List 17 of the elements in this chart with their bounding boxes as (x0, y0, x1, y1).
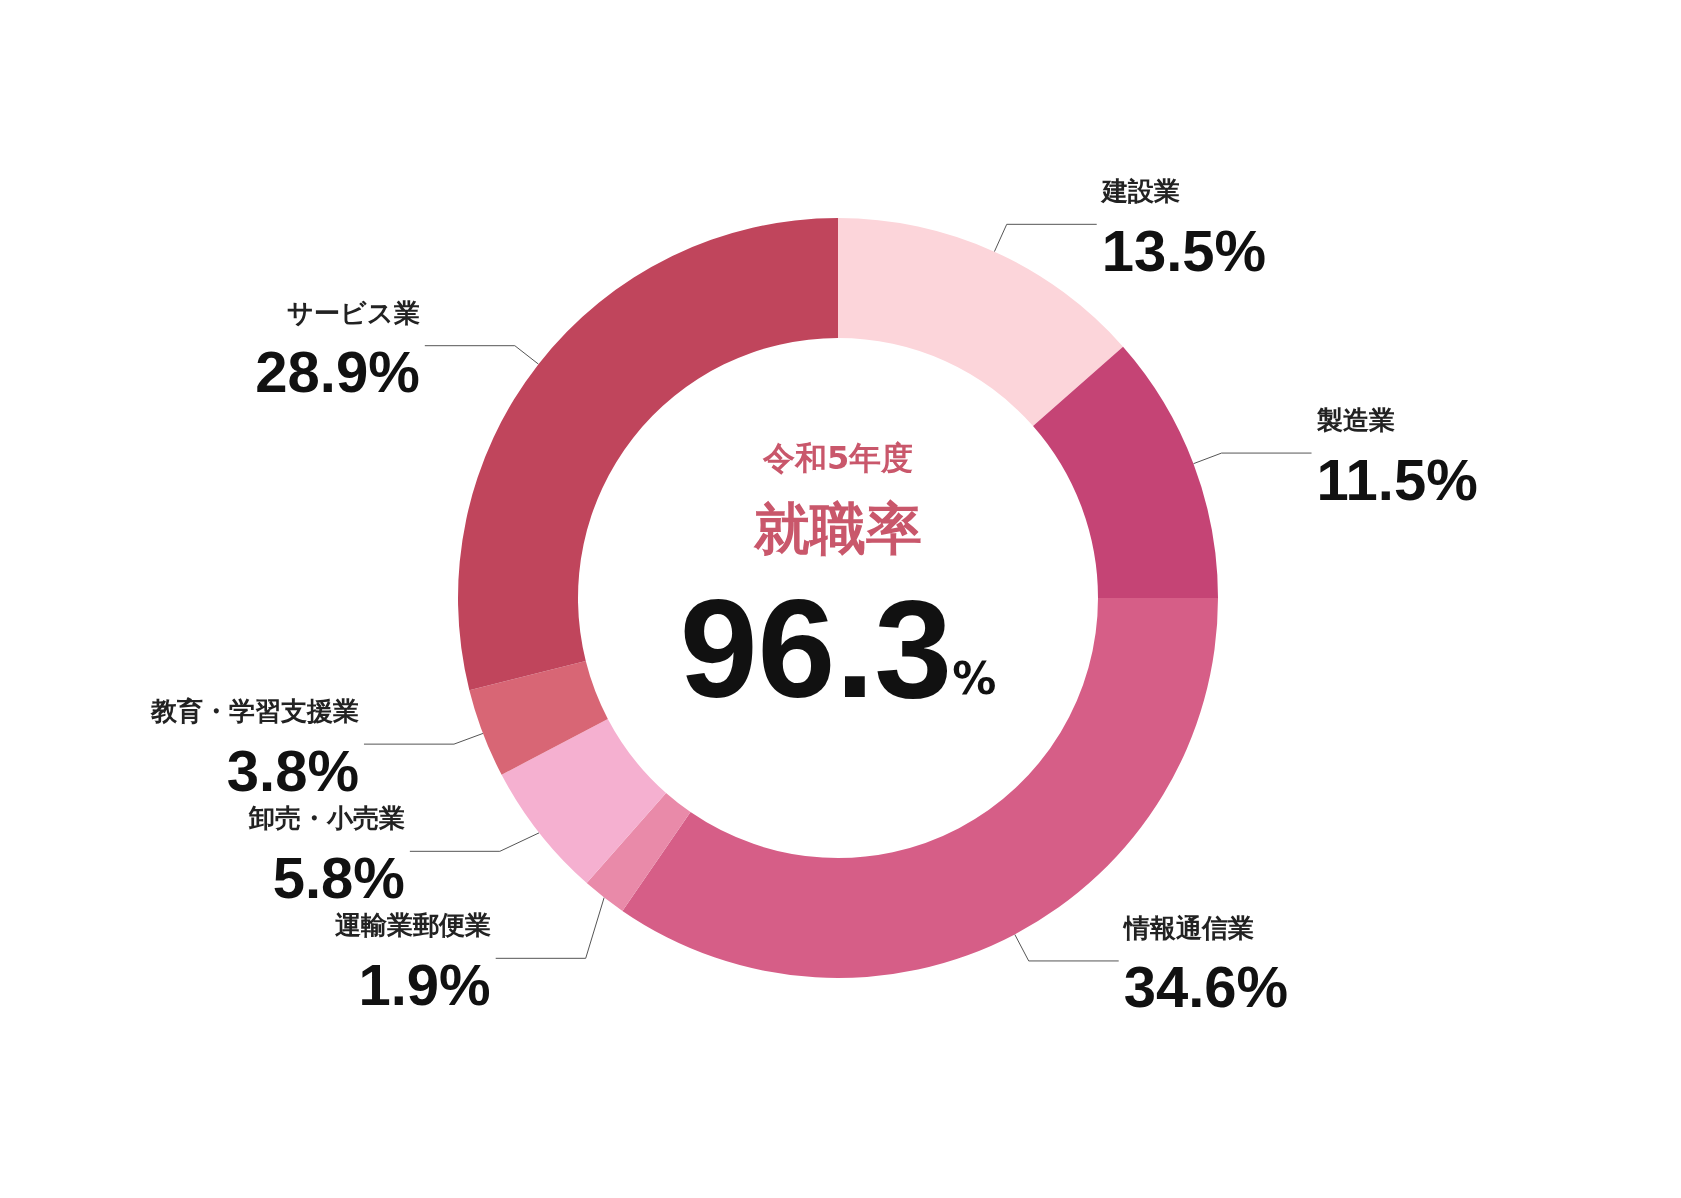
data-label: 5.8% (272, 844, 405, 910)
data-label: 3.8% (226, 737, 359, 803)
slice-label: 建設業 (1099, 176, 1180, 207)
slice-label: 卸売・小売業 (247, 803, 405, 834)
data-label: 34.6% (1123, 954, 1289, 1020)
data-label: 11.5% (1316, 446, 1478, 512)
slice-label: サービス業 (286, 297, 420, 328)
text: 就職率 (753, 495, 922, 561)
text: 96.3% (679, 569, 997, 727)
slice-label: 情報通信業 (1121, 912, 1254, 943)
text: 令和5年度 (761, 439, 914, 477)
slice-label: 製造業 (1315, 405, 1395, 436)
data-label: 1.9% (358, 951, 491, 1017)
slice-label: 運輸業郵便業 (334, 910, 491, 941)
data-label: 28.9% (255, 339, 420, 405)
slice-label: 教育・学習支援業 (149, 696, 359, 727)
data-label: 13.5% (1101, 217, 1267, 283)
